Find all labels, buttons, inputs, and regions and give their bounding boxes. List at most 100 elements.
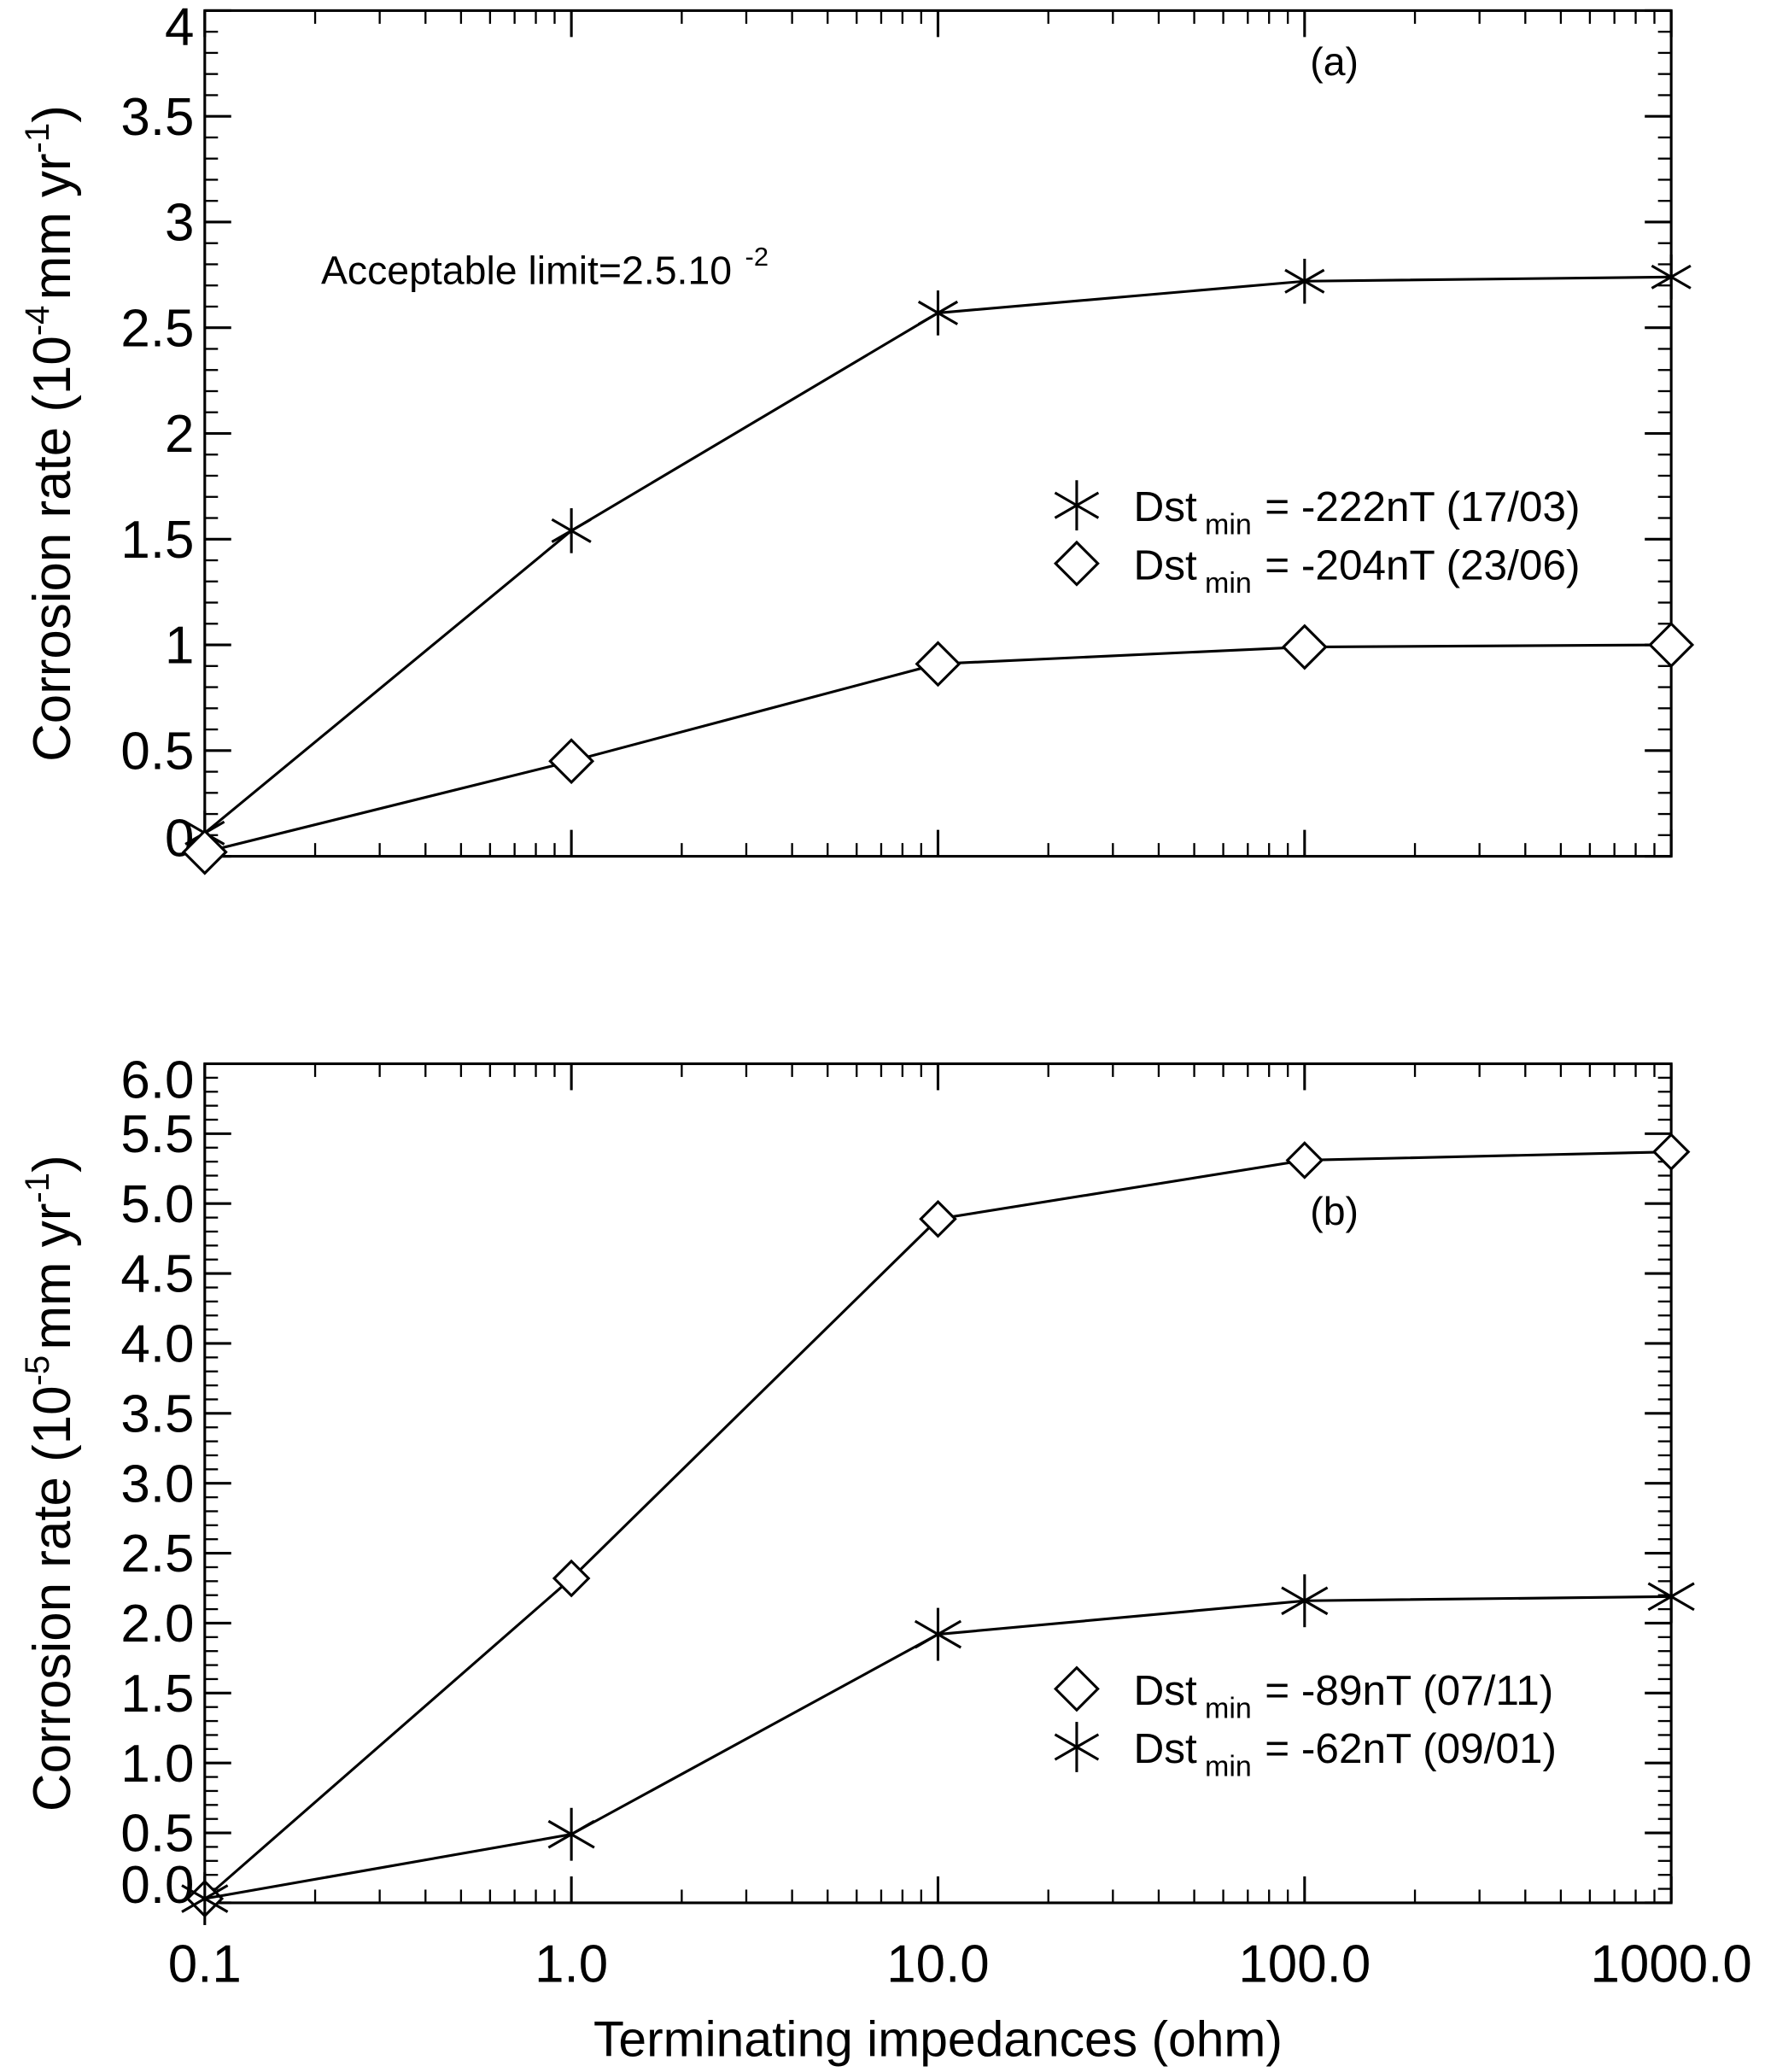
y-tick-label: 3.0 [120,1454,194,1513]
y-tick-label: 5.0 [120,1175,194,1234]
diamond-shape [548,738,595,785]
y-label-text: mm yr [23,1203,82,1350]
legend-rest: = -62nT (09/01) [1265,1725,1557,1772]
diamond-shape [919,1199,957,1238]
y-tick-label: 3.5 [120,88,194,147]
panel-label: (b) [1310,1189,1359,1233]
diamond-marker [919,1199,957,1238]
diamond-shape [1285,1141,1324,1179]
x-tick-label: 100.0 [1238,1935,1371,1994]
y-tick-label: 3.5 [120,1385,194,1444]
y-tick-label: 4.5 [120,1245,194,1304]
legend-sub: min [1205,509,1252,541]
legend-main: Dst [1133,483,1196,530]
diamond-marker [548,738,595,785]
y-axis-label: Corrosion rate (10-5 mm yr-1) [18,1155,82,1812]
asterisk-marker [1651,255,1692,300]
plot-frame [203,1062,1673,1905]
legend-rest: = -204nT (23/06) [1265,541,1580,588]
y-tick-label: 1.5 [120,1665,194,1724]
y-label-text: mm yr [23,153,82,300]
asterisk-stroke [1284,268,1325,294]
legend-label: Dst min = -89nT (07/11) [1133,1667,1553,1724]
y-label-text: Corrosion rate (10 [23,1385,82,1812]
legend-main: Dst [1133,541,1196,588]
y-tick-label: 1.5 [120,511,194,570]
legend-rest: = -89nT (07/11) [1265,1667,1553,1714]
x-tick-label: 1000.0 [1591,1935,1752,1994]
annotation-exp: -2 [745,242,769,272]
asterisk-marker [547,1807,595,1861]
y-tick-label: 6.0 [120,1051,194,1110]
y-tick-label: 2 [165,405,194,464]
diamond-shape [181,828,228,875]
asterisk-stroke [181,1884,229,1913]
asterisk-stroke [1054,491,1100,519]
x-tick-label: 1.0 [535,1935,608,1994]
diamond-marker [552,1559,591,1598]
asterisk-marker [1054,1722,1100,1772]
diamond-shape [1053,540,1100,587]
legend-sub: min [1205,1751,1252,1783]
series-line [203,1150,1672,1900]
asterisk-stroke [1281,1586,1329,1616]
diamond-shape [1651,1133,1691,1171]
asterisk-stroke [1651,264,1692,290]
asterisk-marker [181,1872,229,1925]
asterisk-marker [917,290,959,336]
y-tick-label: 0.5 [120,722,194,781]
y-label-exp: -1 [18,1173,56,1203]
y-axis-label: Corrosion rate (10-4 mm yr-1) [18,105,82,762]
asterisk-stroke [1054,1733,1100,1761]
annotation: Acceptable limit=2.5.10 -2 [321,242,769,293]
legend-sub: min [1205,1692,1252,1724]
legend-sub: min [1205,567,1252,600]
y-tick-label: 1 [165,617,194,676]
y-label-exp: -1 [18,123,56,154]
asterisk-stroke [914,1619,962,1649]
plot-frame [203,9,1673,858]
diamond-marker [1651,1133,1691,1171]
asterisk-stroke [917,300,959,325]
y-tick-label: 3 [165,194,194,253]
y-tick-label: 2.5 [120,299,194,358]
diamond-marker [1053,540,1100,587]
y-tick-label: 4 [165,0,194,57]
x-axis-label: Terminating impedances (ohm) [593,2011,1283,2067]
y-tick-label: 2.0 [120,1595,194,1654]
diamond-marker [1285,1141,1324,1179]
diamond-marker [1053,1665,1100,1712]
y-label-exp: -5 [18,1355,56,1386]
y-label-text: ) [23,105,82,123]
legend-rest: = -222nT (17/03) [1265,483,1580,530]
y-tick-label: 5.5 [120,1105,194,1164]
legend-label: Dst min = -222nT (17/03) [1133,483,1580,541]
legend-label: Dst min = -204nT (23/06) [1133,541,1580,599]
legend-main: Dst [1133,1725,1196,1772]
asterisk-stroke [551,518,592,543]
y-tick-label: 1.0 [120,1735,194,1794]
asterisk-stroke [1647,1582,1695,1612]
panel-label: (a) [1310,39,1359,84]
asterisk-marker [1284,258,1325,304]
diamond-marker [915,641,961,688]
x-tick-label: 10.0 [886,1935,989,1994]
y-tick-label: 0.5 [120,1805,194,1864]
annotation-text: Acceptable limit=2.5.10 [321,249,732,293]
diamond-shape [915,641,961,688]
diamond-marker [1281,623,1328,670]
asterisk-marker [914,1607,962,1661]
diamond-marker [1648,622,1695,668]
x-tick-label: 0.1 [168,1935,242,1994]
y-tick-label: 4.0 [120,1315,194,1374]
y-tick-label: 2.5 [120,1525,194,1583]
y-label-exp: -4 [18,305,56,336]
asterisk-marker [1647,1570,1695,1624]
diamond-marker [181,828,228,875]
diamond-shape [1053,1665,1100,1712]
asterisk-marker [1281,1574,1329,1628]
y-label-text: ) [23,1155,82,1173]
legend-label: Dst min = -62nT (09/01) [1133,1725,1556,1782]
diamond-shape [1648,622,1695,668]
